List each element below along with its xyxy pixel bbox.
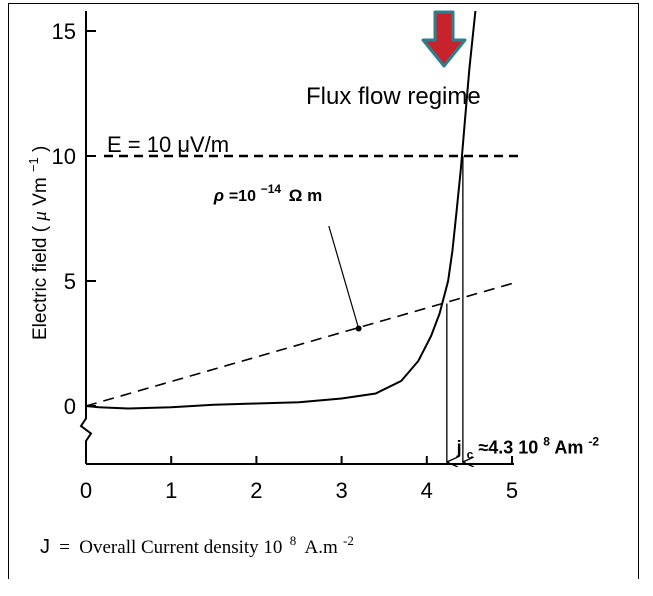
x-tick-label: 0 (80, 478, 92, 503)
x-label-exp: 8 (290, 533, 297, 548)
x-label-equals: = (59, 537, 70, 558)
y-axis-label: Electric field ( μ Vm −1 ) (22, 146, 51, 340)
y-label-unit: Vm (30, 177, 51, 206)
x-tick-label: 1 (165, 478, 177, 503)
resistivity-label: ρ =10 −14 Ω m (213, 178, 322, 205)
y-tick-label: 5 (64, 269, 76, 294)
x-label-symbol: J (40, 536, 50, 558)
x-label-unit-exp: -2 (343, 533, 354, 548)
y-axis-line (79, 11, 93, 464)
y-label-exp: −1 (26, 157, 41, 172)
resistivity-leader-line (328, 225, 360, 329)
series-resistivity-line (85, 282, 513, 407)
x-tick-label: 2 (250, 478, 262, 503)
x-axis-label: J = Overall Current density 10 8 A.m -2 (40, 529, 354, 558)
y-ticks: 0 5 10 15 (52, 19, 96, 419)
figure-frame (8, 3, 639, 579)
threshold-label: E = 10 μV/m (107, 132, 229, 157)
x-tick-label: 3 (335, 478, 347, 503)
y-label-mu: μ (30, 211, 51, 222)
x-tick-label: 4 (421, 478, 433, 503)
x-ticks: 0 1 2 3 4 5 (80, 456, 518, 503)
jc-exp: 8 (543, 435, 550, 449)
y-tick-label: 10 (52, 144, 76, 169)
rho-eq: =10 (229, 188, 256, 205)
rho-unit: Ω m (289, 186, 322, 205)
y-tick-label: 15 (52, 19, 76, 44)
jc-label: j c ≈4.3 10 8 Am -2 (456, 430, 600, 463)
y-label-close: ) (30, 146, 51, 152)
y-tick-label: 0 (64, 394, 76, 419)
series-electric-field-curve (85, 10, 477, 410)
x-tick-label: 5 (506, 478, 518, 503)
jc-unit: Am (554, 438, 583, 458)
flux-flow-regime-label: Flux flow regime (306, 83, 481, 110)
rho-symbol: ρ (213, 186, 224, 205)
y-label-text: Electric field ( (30, 225, 51, 340)
jc-j: j (456, 438, 462, 458)
jc-approx: ≈4.3 10 (478, 438, 538, 458)
down-arrow-icon (421, 10, 467, 68)
jc-sub: c (467, 448, 474, 462)
jc-unit-exp: -2 (588, 435, 599, 449)
x-label-text: Overall Current density 10 (79, 537, 282, 558)
axes (79, 11, 514, 465)
rho-exp: −14 (261, 182, 282, 196)
resistivity-point (355, 325, 362, 332)
x-label-unit: A.m (305, 537, 338, 558)
